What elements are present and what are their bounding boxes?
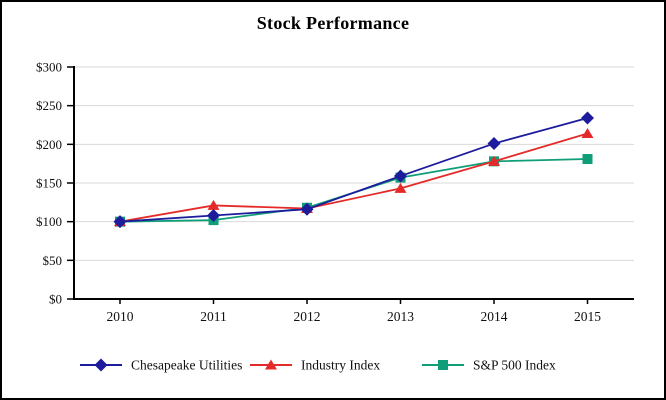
legend-item-chesapeake-utilities: Chesapeake Utilities bbox=[80, 358, 242, 373]
legend-item-industry-index: Industry Index bbox=[250, 358, 380, 373]
series-marker-s-p-500-index bbox=[582, 154, 593, 165]
y-tick-label: $0 bbox=[49, 292, 62, 307]
y-tick-label: $300 bbox=[36, 60, 62, 75]
series-marker-chesapeake-utilities bbox=[300, 202, 314, 216]
series-marker-industry-index bbox=[394, 182, 407, 193]
y-tick-label: $100 bbox=[36, 214, 62, 229]
legend-square-icon bbox=[438, 360, 448, 370]
legend-item-s-p-500-index: S&P 500 Index bbox=[422, 358, 556, 373]
legend-triangle-icon bbox=[265, 359, 277, 370]
series-line-s-p-500-index bbox=[119, 158, 588, 223]
x-tick-label: 2011 bbox=[200, 309, 227, 324]
x-tick-label: 2014 bbox=[481, 309, 508, 324]
x-tick-label: 2013 bbox=[387, 309, 414, 324]
y-tick-label: $50 bbox=[43, 253, 63, 268]
x-tick-label: 2010 bbox=[107, 309, 134, 324]
y-tick-label: $150 bbox=[36, 176, 62, 191]
series-marker-chesapeake-utilities bbox=[581, 111, 594, 125]
y-tick-label: $200 bbox=[36, 137, 62, 152]
series-marker-industry-index bbox=[581, 128, 594, 139]
series-marker-chesapeake-utilities bbox=[207, 208, 220, 222]
chart-title: Stock Performance bbox=[256, 13, 410, 33]
series-line-chesapeake-utilities bbox=[119, 117, 588, 223]
legend-label: S&P 500 Index bbox=[473, 358, 556, 373]
legend-label: Industry Index bbox=[301, 358, 380, 373]
series-marker-industry-index bbox=[488, 155, 500, 166]
series-marker-chesapeake-utilities bbox=[394, 169, 407, 183]
legend-label: Chesapeake Utilities bbox=[131, 358, 242, 373]
series-marker-chesapeake-utilities bbox=[487, 137, 501, 151]
series-marker-industry-index bbox=[207, 199, 220, 210]
series-line-industry-index bbox=[119, 132, 588, 223]
legend-diamond-icon bbox=[94, 358, 108, 372]
y-tick-label: $250 bbox=[36, 98, 62, 113]
x-tick-label: 2015 bbox=[574, 309, 601, 324]
series-marker-chesapeake-utilities bbox=[113, 215, 127, 229]
x-tick-label: 2012 bbox=[294, 309, 321, 324]
